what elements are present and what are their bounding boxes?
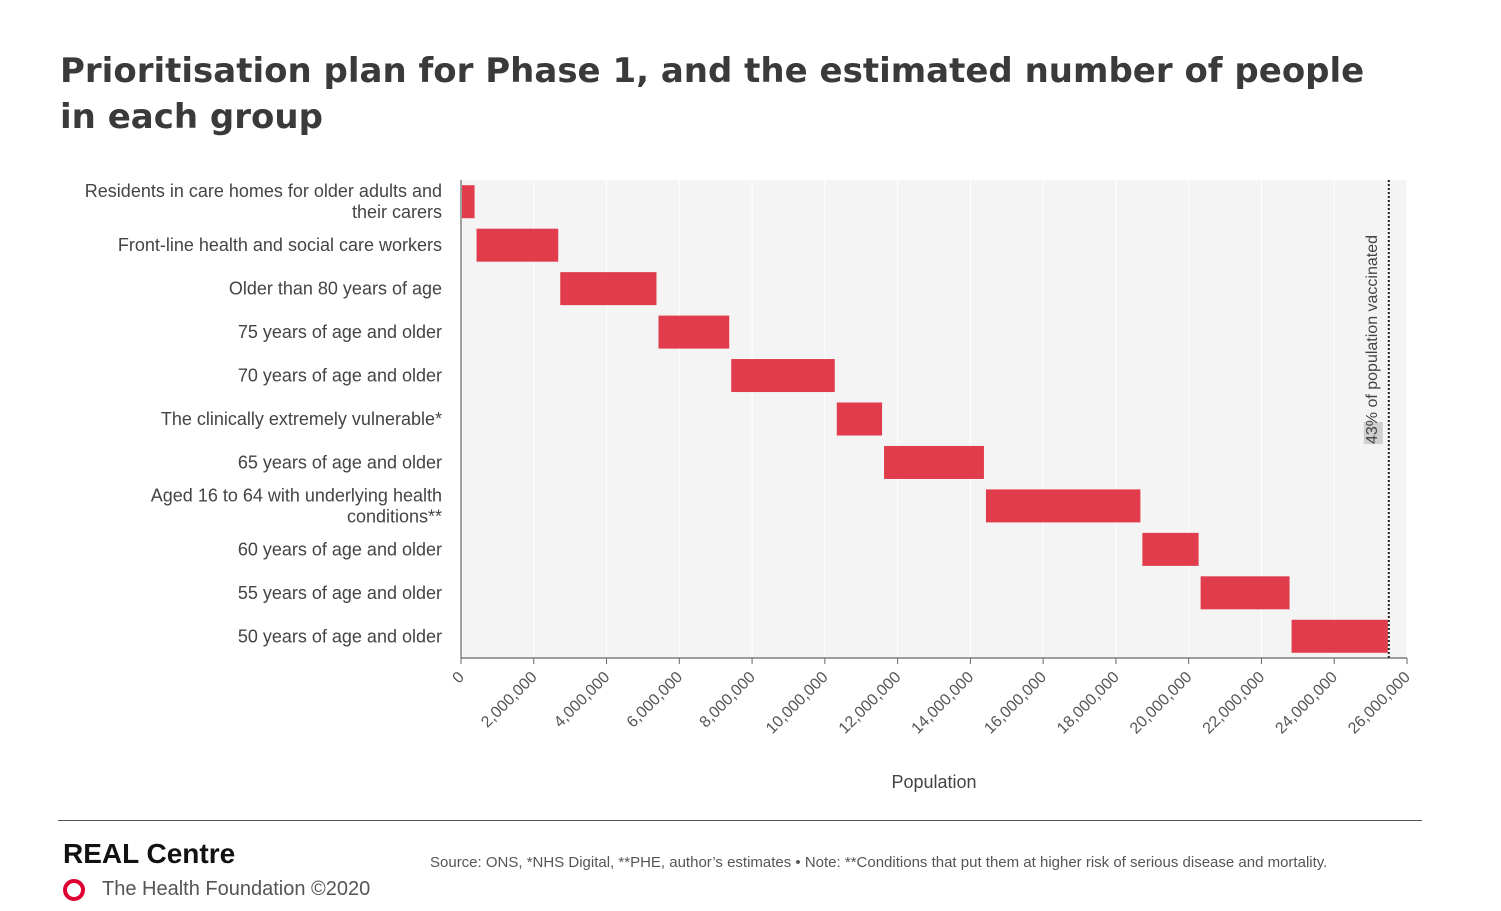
source-note: Source: ONS, *NHS Digital, **PHE, author… bbox=[430, 854, 1328, 871]
org-name: The Health Foundation ©2020 bbox=[102, 878, 371, 900]
category-label: 50 years of age and older bbox=[238, 626, 442, 646]
category-label: Residents in care homes for older adults… bbox=[85, 181, 442, 201]
category-label: their carers bbox=[352, 202, 442, 222]
x-tick-label: 8,000,000 bbox=[697, 669, 759, 731]
category-label: 65 years of age and older bbox=[238, 452, 442, 472]
reference-label-highlight bbox=[1363, 422, 1383, 444]
reference-line-label: 43% of population vaccinated bbox=[1364, 235, 1381, 444]
category-label: 70 years of age and older bbox=[238, 366, 442, 386]
category-label: Older than 80 years of age bbox=[229, 279, 442, 299]
bar bbox=[985, 489, 1141, 523]
bar bbox=[1291, 619, 1388, 653]
health-foundation-logo-icon bbox=[63, 878, 85, 901]
bar bbox=[1142, 532, 1199, 566]
x-tick-label: 18,000,000 bbox=[1054, 669, 1123, 738]
bar bbox=[884, 445, 984, 479]
bar bbox=[731, 359, 835, 393]
x-tick-label: 4,000,000 bbox=[551, 669, 613, 731]
category-label: 75 years of age and older bbox=[238, 322, 442, 342]
category-label: Front-line health and social care worker… bbox=[118, 235, 442, 255]
x-tick-label: 2,000,000 bbox=[478, 669, 540, 731]
x-tick-label: 22,000,000 bbox=[1200, 669, 1269, 738]
x-axis-title: Population bbox=[891, 772, 976, 792]
x-tick-label: 0 bbox=[450, 669, 468, 687]
footer-divider bbox=[58, 820, 1422, 821]
bar bbox=[560, 272, 657, 306]
waterfall-bar-chart: 0 2,000,000 4,000,000 6,000,000 8,000,000 10,… bbox=[85, 180, 1414, 792]
bar bbox=[836, 402, 883, 436]
x-tick-label: 16,000,000 bbox=[981, 669, 1050, 738]
x-tick-label: 26,000,000 bbox=[1345, 669, 1414, 738]
x-tick-label: 12,000,000 bbox=[836, 669, 905, 738]
category-label: 60 years of age and older bbox=[238, 539, 442, 559]
brand-name: REAL Centre bbox=[63, 838, 236, 869]
category-label: 55 years of age and older bbox=[238, 583, 442, 603]
category-label: Aged 16 to 64 with underlying health bbox=[151, 485, 442, 505]
category-label: conditions** bbox=[347, 506, 442, 526]
chart-title: Prioritisation plan for Phase 1, and the… bbox=[60, 51, 1365, 137]
category-label: The clinically extremely vulnerable* bbox=[161, 409, 442, 429]
bar bbox=[462, 185, 475, 219]
x-tick-label: 10,000,000 bbox=[763, 669, 832, 738]
x-tick-label: 6,000,000 bbox=[624, 669, 686, 731]
x-tick-label: 20,000,000 bbox=[1127, 669, 1196, 738]
bar bbox=[476, 228, 559, 262]
org-line: The Health Foundation ©2020 bbox=[63, 878, 370, 901]
x-tick-label: 24,000,000 bbox=[1272, 669, 1341, 738]
x-tick-label: 14,000,000 bbox=[909, 669, 978, 738]
bar bbox=[1200, 576, 1290, 610]
bar bbox=[658, 315, 730, 349]
